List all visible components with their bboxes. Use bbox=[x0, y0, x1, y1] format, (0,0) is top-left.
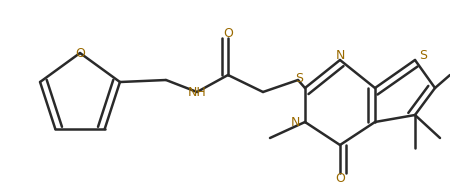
Text: S: S bbox=[295, 71, 303, 84]
Text: S: S bbox=[419, 49, 427, 62]
Text: O: O bbox=[223, 27, 233, 40]
Text: NH: NH bbox=[188, 86, 207, 99]
Text: O: O bbox=[335, 172, 345, 185]
Text: N: N bbox=[335, 49, 345, 62]
Text: N: N bbox=[291, 116, 300, 129]
Text: O: O bbox=[75, 46, 85, 60]
